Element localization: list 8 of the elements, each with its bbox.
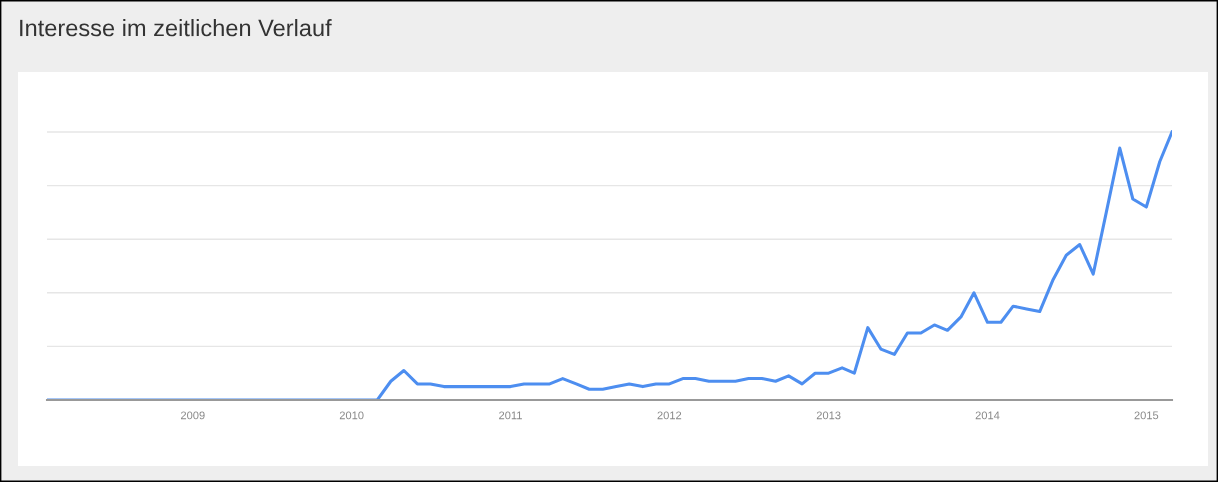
x-tick-label: 2010	[339, 411, 364, 420]
x-tick-label: 2012	[657, 411, 682, 420]
x-tick-label: 2011	[499, 411, 522, 420]
x-tick-label: 2013	[816, 411, 841, 420]
x-tick-label: 2015	[1134, 411, 1159, 420]
chart-title: Interesse im zeitlichen Verlauf	[20, 19, 332, 37]
x-tick-label: 2009	[180, 411, 205, 420]
x-tick-label: 2014	[975, 411, 1000, 420]
